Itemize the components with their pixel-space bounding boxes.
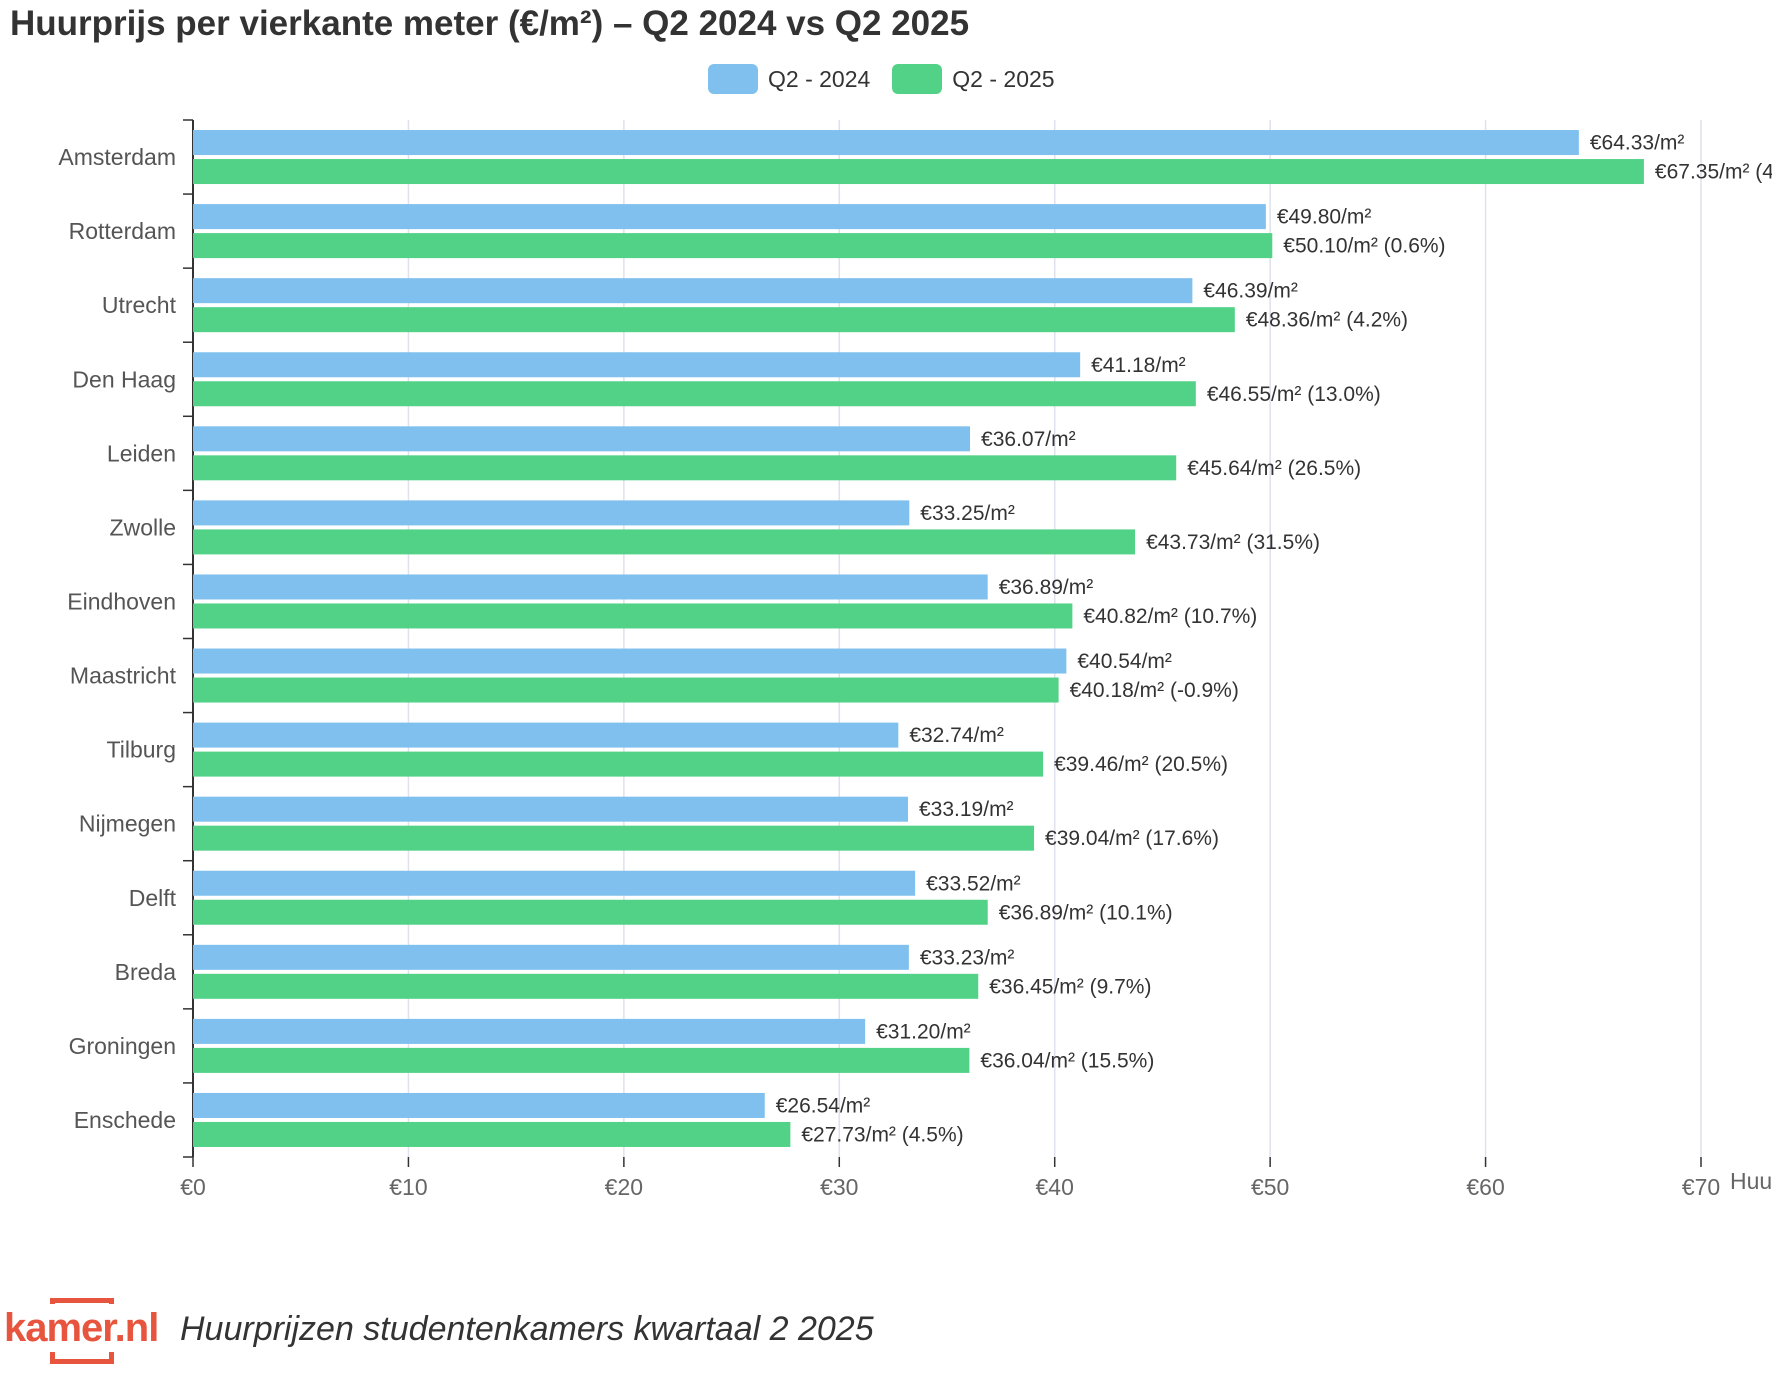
x-tick-label: €10 [389, 1174, 427, 1200]
bar [193, 455, 1177, 481]
data-label: €49.80/m² [1277, 206, 1372, 229]
bar [193, 233, 1273, 259]
data-label: €67.35/m² (4.7%) [1655, 161, 1772, 184]
legend-swatch-2025 [892, 64, 943, 94]
data-label: €36.45/m² (9.7%) [989, 975, 1151, 998]
bar-chart: €0 €10 €20 €30 €40 €50 €60 €70 Amsterdam €64.33/m… [58, 119, 1772, 1200]
chart-title: Huurprijs per vierkante meter (€/m²) – Q… [10, 4, 970, 43]
bar [193, 159, 1644, 185]
bar [193, 677, 1059, 703]
footer-caption: Huurprijzen studentenkamers kwartaal 2 2… [180, 1310, 874, 1348]
bar [193, 973, 979, 999]
data-label: €36.07/m² [981, 428, 1076, 451]
data-label: €33.52/m² [926, 872, 1021, 895]
bar [193, 870, 916, 896]
bar [193, 796, 909, 822]
kamer-logo[interactable]: kamer.nl [2, 1296, 162, 1368]
bar [193, 204, 1266, 230]
data-label: €45.64/m² (26.5%) [1187, 457, 1361, 480]
bar [193, 426, 971, 452]
bar [193, 1018, 866, 1044]
bar [193, 130, 1579, 156]
bar [193, 1092, 765, 1118]
category-label: Breda [115, 959, 177, 985]
bar [193, 944, 909, 970]
data-label: €46.39/m² [1203, 280, 1298, 303]
x-tick-label: €0 [180, 1174, 206, 1200]
chart-legend: Q2 - 2024 Q2 - 2025 [708, 64, 1055, 94]
data-label: €48.36/m² (4.2%) [1246, 309, 1408, 332]
bar [193, 751, 1044, 777]
bar [193, 381, 1196, 407]
category-label: Rotterdam [69, 218, 176, 244]
data-label: €33.25/m² [920, 502, 1015, 525]
bar [193, 722, 899, 748]
data-label: €43.73/m² (31.5%) [1146, 531, 1320, 554]
bar [193, 603, 1073, 629]
data-label: €40.18/m² (-0.9%) [1070, 679, 1239, 702]
bar [193, 1121, 791, 1147]
bar [193, 899, 988, 925]
x-tick-label: €60 [1466, 1174, 1504, 1200]
x-tick-label: €30 [820, 1174, 858, 1200]
legend-swatch-2024 [708, 64, 758, 94]
bar [193, 529, 1136, 555]
x-tick-label: €70 [1682, 1174, 1720, 1200]
category-label: Amsterdam [58, 144, 176, 170]
category-label: Eindhoven [67, 588, 176, 614]
x-tick-label: €50 [1251, 1174, 1289, 1200]
data-label: €40.54/m² [1077, 650, 1172, 673]
data-label: €41.18/m² [1091, 354, 1186, 377]
data-label: €46.55/m² (13.0%) [1207, 383, 1381, 406]
x-tick-label: €40 [1036, 1174, 1074, 1200]
category-label: Den Haag [72, 366, 176, 392]
legend-label-2025: Q2 - 2025 [952, 65, 1055, 92]
category-label: Delft [129, 885, 177, 911]
data-label: €33.19/m² [919, 798, 1014, 821]
category-label: Zwolle [110, 514, 176, 540]
bar [193, 574, 988, 600]
category-label: Tilburg [107, 737, 176, 763]
bar [193, 648, 1067, 674]
data-label: €39.04/m² (17.6%) [1045, 827, 1219, 850]
data-label: €39.46/m² (20.5%) [1054, 753, 1228, 776]
category-label: Nijmegen [79, 811, 176, 837]
category-label: Maastricht [70, 663, 177, 689]
data-label: €64.33/m² [1590, 132, 1685, 155]
bar [193, 352, 1081, 378]
data-label: €50.10/m² (0.6%) [1283, 235, 1445, 258]
bar [193, 278, 1193, 304]
data-label: €40.82/m² (10.7%) [1083, 605, 1257, 628]
legend-item-2025[interactable]: Q2 - 2025 [892, 64, 1055, 94]
x-axis-title: Huur [1730, 1168, 1772, 1194]
data-label: €32.74/m² [909, 724, 1004, 747]
data-label: €36.04/m² (15.5%) [980, 1049, 1154, 1072]
category-label: Leiden [107, 440, 176, 466]
x-tick-label: €20 [605, 1174, 643, 1200]
data-label: €36.89/m² [999, 576, 1094, 599]
data-label: €27.73/m² (4.5%) [801, 1123, 963, 1146]
data-label: €33.23/m² [920, 946, 1015, 969]
category-label: Groningen [69, 1033, 176, 1059]
category-label: Utrecht [102, 292, 177, 318]
logo-text: kamer.nl [2, 1304, 161, 1352]
legend-item-2024[interactable]: Q2 - 2024 [708, 64, 870, 94]
bar [193, 1047, 970, 1073]
bar [193, 500, 910, 526]
data-label: €36.89/m² (10.1%) [999, 901, 1173, 924]
category-label: Enschede [74, 1107, 176, 1133]
data-label: €31.20/m² [876, 1020, 971, 1043]
bar [193, 825, 1035, 851]
footer: kamer.nl Huurprijzen studentenkamers kwa… [0, 1296, 1772, 1376]
data-label: €26.54/m² [776, 1094, 871, 1117]
legend-label-2024: Q2 - 2024 [768, 65, 871, 92]
bar [193, 307, 1235, 333]
